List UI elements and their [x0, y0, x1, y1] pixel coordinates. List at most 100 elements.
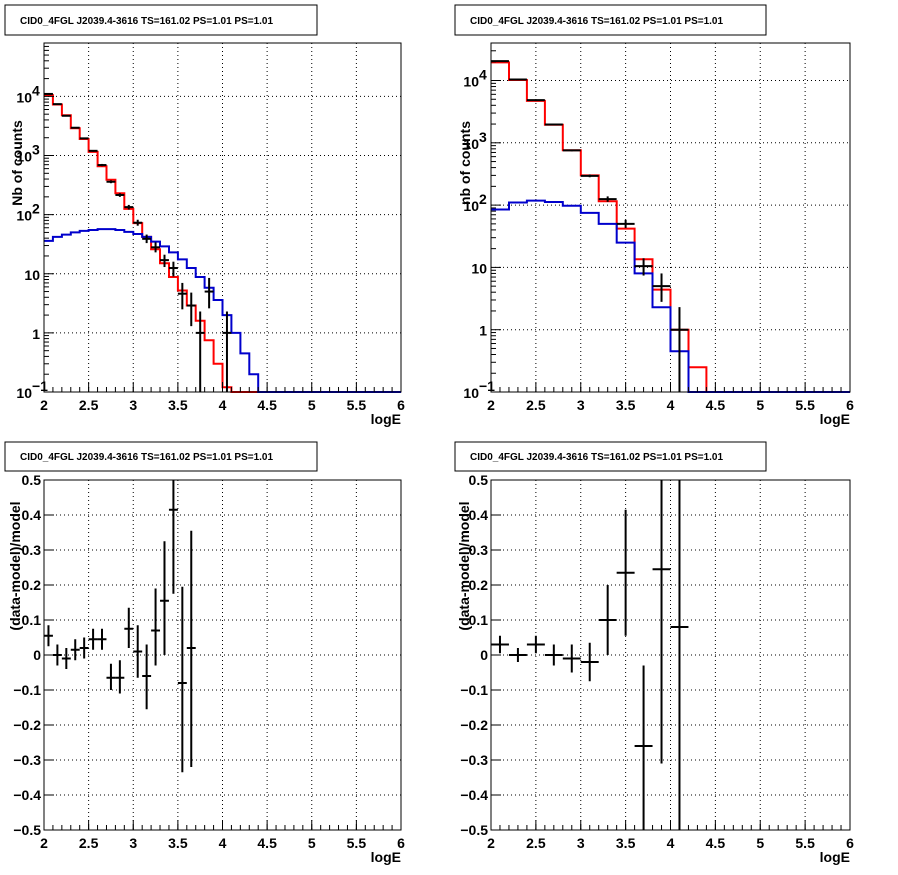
x-tick-label: 3.5	[168, 397, 188, 413]
y-tick-exponent: 2	[479, 191, 487, 207]
x-axis-title: logE	[371, 849, 401, 865]
x-tick-label: 4.5	[706, 397, 726, 413]
x-tick-label: 2.5	[526, 397, 546, 413]
title-box	[4, 441, 318, 472]
x-tick-label: 3.5	[616, 835, 636, 851]
y-tick-exponent: 4	[32, 82, 40, 98]
x-tick-label: 5	[756, 397, 764, 413]
data-point	[106, 663, 116, 690]
y-tick-label: 0.1	[22, 612, 42, 628]
data-points	[44, 92, 232, 392]
data-point	[168, 480, 178, 594]
grid	[44, 480, 401, 830]
data-point	[97, 628, 107, 650]
data-point	[142, 234, 152, 244]
data-point	[124, 607, 134, 648]
x-tick-label: 2	[40, 397, 48, 413]
x-tick-label: 4	[667, 835, 675, 851]
y-axis-title: Nb of counts	[9, 120, 25, 206]
panel-counts-right: CID0_4FGL J2039.4-3616 TS=161.02 PS=1.01…	[454, 4, 854, 427]
data-point	[115, 660, 125, 694]
data-point	[88, 628, 98, 650]
y-tick-label: −0.5	[13, 822, 41, 838]
data-point	[79, 637, 89, 659]
y-tick-label: 0.2	[22, 577, 42, 593]
y-tick-label: 10	[463, 385, 479, 401]
data-point	[634, 258, 653, 276]
title-box	[4, 4, 318, 36]
data-point	[580, 642, 599, 682]
x-tick-label: 5.5	[795, 397, 815, 413]
data-point	[79, 137, 89, 140]
x-tick-label: 5.5	[347, 397, 367, 413]
x-tick-label: 5.5	[347, 835, 367, 851]
data-point	[598, 585, 617, 655]
data-point	[186, 530, 196, 767]
y-tick-exponent: −1	[32, 378, 48, 394]
data-point	[222, 311, 232, 392]
y-tick-label: 0.4	[469, 507, 489, 523]
data-point	[151, 588, 161, 666]
x-tick-label: 4.5	[257, 835, 277, 851]
title-box	[454, 4, 767, 36]
y-tick-label: −0.1	[460, 682, 488, 698]
x-tick-label: 3.5	[168, 835, 188, 851]
x-tick-label: 5	[308, 835, 316, 851]
y-tick-exponent: −1	[479, 378, 495, 394]
panel-residuals-left: CID0_4FGL J2039.4-3616 TS=161.02 PS=1.01…	[4, 441, 405, 865]
panel-counts-left: CID0_4FGL J2039.4-3616 TS=161.02 PS=1.01…	[4, 4, 405, 427]
data-point	[562, 149, 581, 152]
y-tick-label: −0.3	[13, 752, 41, 768]
data-point	[160, 541, 169, 655]
x-tick-label: 3	[129, 397, 137, 413]
y-tick-label: −0.2	[460, 717, 488, 733]
data-point	[70, 126, 80, 129]
y-tick-label: 0.1	[469, 612, 489, 628]
data-point	[52, 103, 62, 106]
y-tick-label: 10	[16, 149, 32, 165]
chart-title: CID0_4FGL J2039.4-3616 TS=161.02 PS=1.01…	[470, 452, 723, 463]
x-tick-label: 2.5	[79, 397, 99, 413]
y-tick-label: 0.4	[22, 507, 42, 523]
data-point	[195, 311, 205, 392]
x-tick-label: 3	[129, 835, 137, 851]
data-points	[491, 480, 689, 830]
x-tick-label: 2	[487, 835, 495, 851]
y-tick-exponent: 2	[32, 201, 40, 217]
y-tick-label: −0.5	[460, 822, 488, 838]
x-axis-title: logE	[371, 411, 401, 427]
data-point	[88, 149, 98, 152]
data-point	[177, 586, 187, 773]
data-point	[508, 78, 527, 81]
data-point	[544, 644, 563, 666]
y-tick-label: 10	[16, 385, 32, 401]
data-point	[186, 292, 196, 327]
data-point	[634, 665, 653, 830]
x-axis-title: logE	[820, 411, 850, 427]
data-point	[61, 114, 71, 117]
data-point	[115, 193, 125, 197]
data-point	[670, 480, 689, 830]
data-point	[491, 635, 509, 654]
y-tick-exponent: 4	[479, 67, 487, 83]
data-point	[142, 644, 152, 710]
y-axis-title: nb of counts	[457, 121, 473, 205]
data-points	[491, 60, 689, 392]
x-tick-label: 4	[667, 397, 675, 413]
data-point	[177, 282, 187, 310]
y-tick-label: 1	[32, 326, 40, 342]
y-tick-label: −0.4	[13, 787, 41, 803]
y-tick-label: 0.5	[22, 472, 42, 488]
data-point	[106, 180, 116, 184]
data-point	[491, 60, 509, 63]
y-tick-label: 10	[463, 74, 479, 90]
x-axis-ticks: 2 2.5 3 3.5 4 4.5 5 5.5 6	[487, 382, 854, 413]
data-point	[133, 625, 143, 678]
data-point	[616, 219, 635, 228]
x-tick-label: 5	[756, 835, 764, 851]
x-tick-label: 4.5	[257, 397, 277, 413]
x-tick-label: 4	[219, 397, 227, 413]
y-tick-label: 10	[471, 260, 487, 276]
y-tick-exponent: 3	[479, 129, 487, 145]
